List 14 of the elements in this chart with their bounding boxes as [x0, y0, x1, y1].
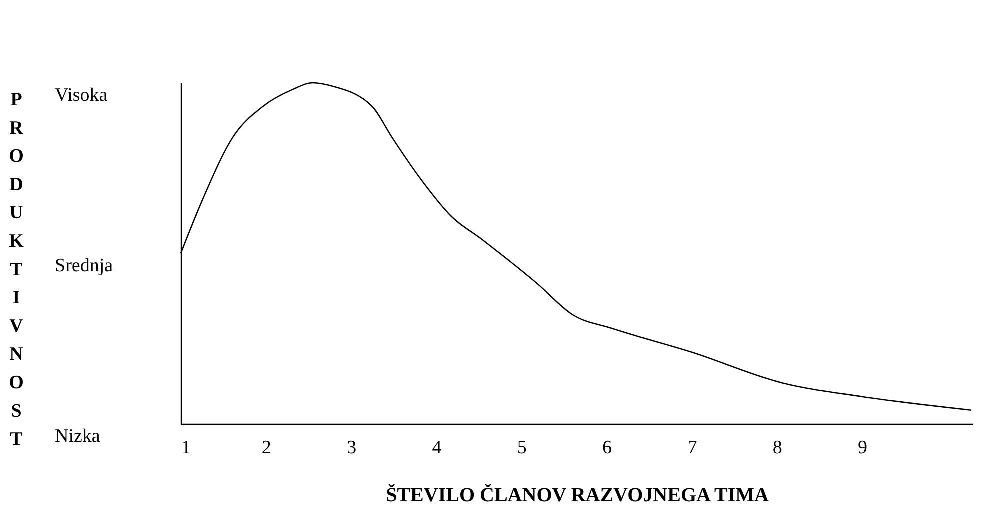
text: PRODUKTIVNOST [9, 90, 24, 450]
x-axis-title: ŠTEVILO ČLANOV RAZVOJNEGA TIMA [386, 484, 770, 506]
x-tick-label: 3 [347, 438, 357, 458]
text: Srednja [55, 256, 114, 276]
x-tick-label: 9 [858, 438, 868, 458]
text: Visoka [55, 85, 108, 106]
text: Nizka [55, 426, 101, 447]
x-tick-label: 1 [182, 438, 191, 458]
x-tick-label: 7 [688, 438, 698, 458]
x-tick-label: 2 [262, 438, 272, 458]
x-tick-label: 4 [432, 438, 442, 458]
x-tick-label: 6 [602, 438, 612, 458]
x-tick-label: 8 [772, 438, 782, 458]
x-tick-label: 5 [517, 438, 527, 458]
